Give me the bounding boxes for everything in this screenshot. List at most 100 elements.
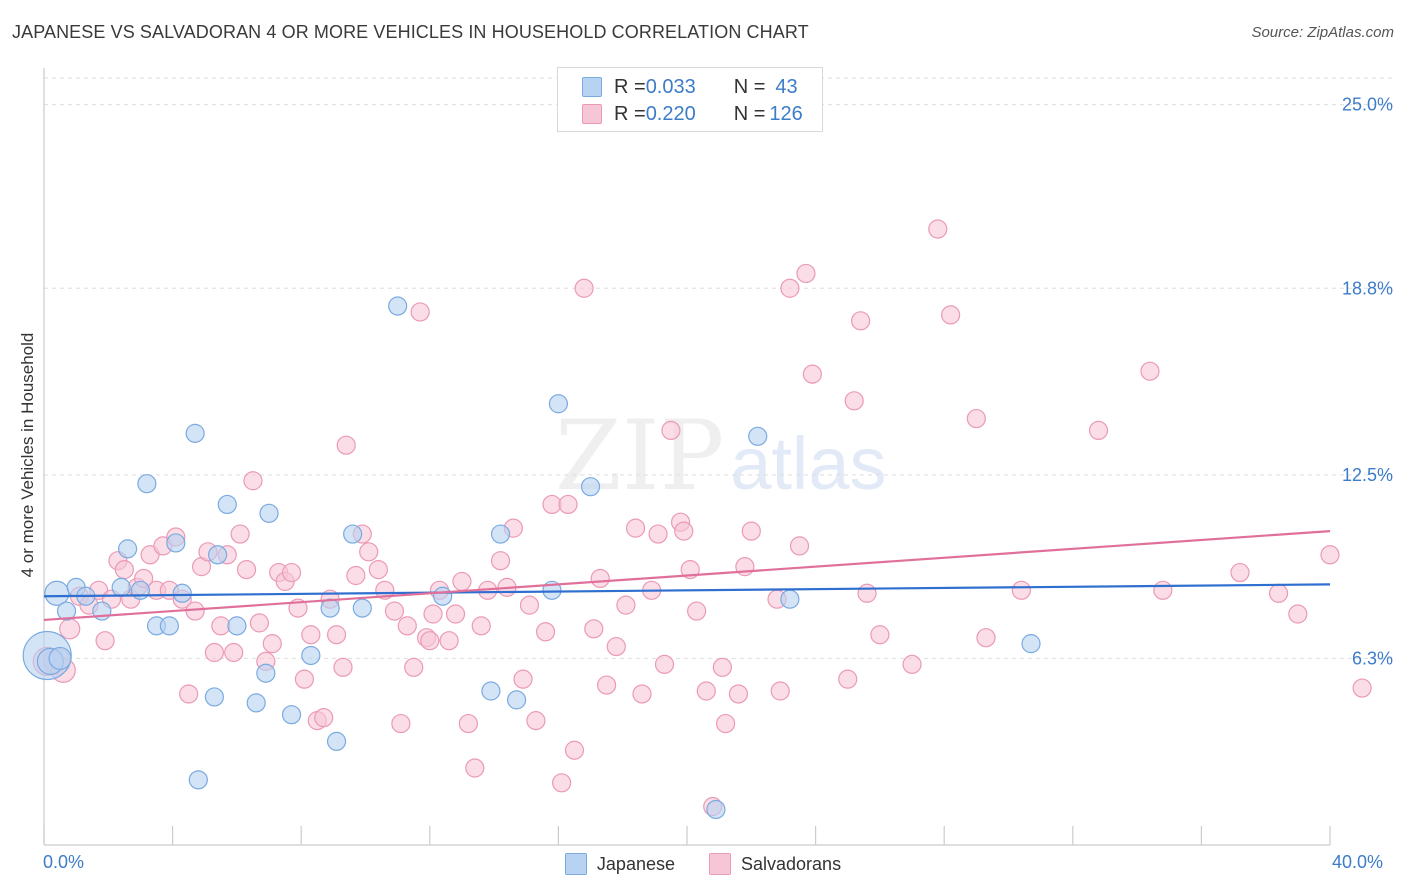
- legend-n-value: 126: [769, 102, 803, 125]
- legend-swatch-salvadoran: [709, 853, 731, 875]
- point-salvadoran: [870, 625, 890, 645]
- point-salvadoran: [696, 681, 716, 701]
- y-tick-label: 12.5%: [1342, 465, 1393, 485]
- trendline-salvadoran: [43, 529, 1331, 622]
- y-tick-label: 18.8%: [1342, 278, 1393, 298]
- point-salvadoran: [243, 471, 263, 491]
- point-japanese: [208, 545, 228, 565]
- point-salvadoran: [1268, 583, 1289, 603]
- point-salvadoran: [715, 713, 736, 734]
- legend-n-label: N =: [733, 102, 766, 125]
- legend-swatch-japanese: [582, 77, 602, 97]
- point-japanese: [490, 524, 511, 544]
- point-salvadoran: [526, 711, 546, 731]
- point-japanese: [706, 799, 726, 820]
- legend-n-value: 43: [775, 75, 798, 98]
- point-salvadoran: [410, 302, 430, 322]
- legend-row-japanese: R = 0.033 N = 43: [582, 75, 798, 99]
- x-tick-label-max: 40.0%: [1332, 852, 1384, 872]
- point-japanese: [388, 296, 408, 316]
- point-salvadoran: [780, 278, 800, 298]
- point-salvadoran: [654, 654, 675, 674]
- point-salvadoran: [204, 642, 224, 663]
- series-legend: Japanese Salvadorans: [0, 853, 1406, 875]
- point-salvadoran: [976, 628, 996, 648]
- point-salvadoran: [674, 521, 694, 541]
- point-salvadoran: [423, 604, 443, 624]
- point-japanese: [111, 577, 131, 597]
- point-japanese: [117, 539, 138, 559]
- legend-r-label: R =: [614, 75, 646, 98]
- point-japanese: [780, 589, 800, 609]
- point-japanese: [1021, 634, 1041, 654]
- point-japanese: [433, 586, 453, 606]
- point-salvadoran: [490, 551, 511, 571]
- point-salvadoran: [185, 601, 205, 621]
- watermark-zip: ZIP: [555, 400, 725, 512]
- point-salvadoran: [789, 536, 810, 556]
- point-salvadoran: [902, 654, 922, 674]
- point-salvadoran: [391, 713, 411, 734]
- chart-title: JAPANESE VS SALVADORAN 4 OR MORE VEHICLE…: [12, 22, 809, 42]
- point-salvadoran: [439, 631, 459, 651]
- point-salvadoran: [519, 595, 540, 615]
- point-salvadoran: [535, 622, 556, 642]
- point-salvadoran: [558, 494, 578, 515]
- point-salvadoran: [1230, 562, 1250, 583]
- point-japanese: [56, 601, 77, 621]
- point-japanese: [48, 646, 72, 671]
- y-axis-label: 4 or more Vehicles in Household: [18, 332, 37, 578]
- legend-r-value: 0.220: [645, 102, 696, 125]
- point-salvadoran: [590, 568, 610, 589]
- point-japanese: [281, 705, 302, 725]
- point-japanese: [326, 731, 347, 751]
- y-tick-label: 25.0%: [1342, 95, 1393, 115]
- point-salvadoran: [452, 571, 472, 592]
- point-salvadoran: [770, 681, 790, 701]
- point-salvadoran: [542, 494, 562, 515]
- legend-item-salvadoran[interactable]: Salvadorans: [709, 853, 841, 875]
- point-salvadoran: [465, 758, 485, 778]
- point-salvadoran: [584, 619, 604, 639]
- legend-item-japanese[interactable]: Japanese: [564, 853, 675, 875]
- point-salvadoran: [224, 642, 244, 663]
- point-salvadoran: [728, 684, 749, 704]
- legend-label-japanese: Japanese: [596, 853, 675, 874]
- correlation-legend: R = 0.033 N = 43 R = 0.220 N = 126: [557, 67, 823, 132]
- point-salvadoran: [301, 625, 321, 645]
- point-salvadoran: [648, 524, 668, 544]
- point-japanese: [320, 598, 340, 618]
- point-salvadoran: [404, 657, 424, 677]
- point-salvadoran: [458, 713, 478, 734]
- point-japanese: [748, 426, 768, 446]
- point-salvadoran: [445, 604, 466, 624]
- point-salvadoran: [1288, 604, 1308, 624]
- point-salvadoran: [802, 364, 822, 384]
- point-salvadoran: [796, 263, 816, 284]
- point-salvadoran: [211, 616, 231, 636]
- point-salvadoran: [625, 518, 646, 538]
- point-salvadoran: [712, 657, 732, 677]
- point-salvadoran: [838, 669, 858, 689]
- legend-row-salvadoran: R = 0.220 N = 126: [582, 102, 803, 126]
- point-salvadoran: [59, 618, 81, 640]
- point-salvadoran: [606, 636, 626, 657]
- point-salvadoran: [1140, 361, 1160, 381]
- legend-n-label: N =: [733, 75, 766, 98]
- point-japanese: [259, 503, 279, 523]
- point-japanese: [166, 533, 186, 553]
- point-japanese: [204, 687, 224, 707]
- point-japanese: [256, 663, 276, 683]
- point-salvadoran: [326, 625, 347, 645]
- point-japanese: [580, 477, 601, 497]
- point-salvadoran: [114, 559, 134, 580]
- point-japanese: [343, 524, 363, 544]
- point-japanese: [227, 616, 247, 636]
- point-salvadoran: [333, 657, 353, 677]
- point-salvadoran: [262, 634, 282, 654]
- point-salvadoran: [294, 669, 315, 689]
- point-salvadoran: [249, 613, 270, 633]
- point-japanese: [481, 681, 501, 701]
- legend-r-value: 0.033: [645, 75, 696, 98]
- point-salvadoran: [844, 391, 864, 411]
